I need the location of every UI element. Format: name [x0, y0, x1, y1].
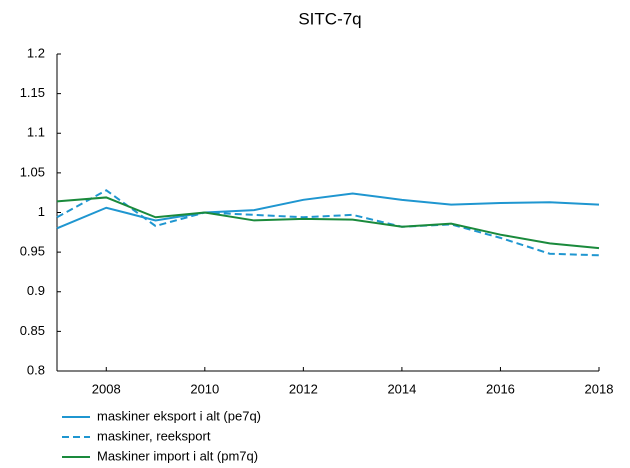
legend-label: maskiner eksport i alt (pe7q)	[97, 408, 261, 423]
x-tick-label: 2014	[387, 381, 416, 396]
x-tick-label: 2018	[585, 381, 614, 396]
series-line	[56, 192, 600, 230]
series-line	[56, 196, 600, 250]
x-tick-label: 2008	[92, 381, 121, 396]
legend-label: maskiner, reeksport	[97, 428, 211, 443]
y-tick-label: 1.05	[20, 164, 45, 179]
legend-label: Maskiner import i alt (pm7q)	[97, 448, 258, 463]
x-tick-label: 2016	[486, 381, 515, 396]
series-line	[56, 189, 600, 257]
x-tick-label: 2010	[190, 381, 219, 396]
x-tick-label: 2012	[289, 381, 318, 396]
y-tick-label: 1.1	[27, 125, 45, 140]
y-tick-label: 1.15	[20, 85, 45, 100]
y-tick-label: 1.2	[27, 45, 45, 60]
y-tick-label: 0.95	[20, 244, 45, 259]
y-tick-label: 0.9	[27, 283, 45, 298]
y-tick-label: 0.8	[27, 362, 45, 377]
y-tick-label: 0.85	[20, 323, 45, 338]
y-tick-label: 1	[38, 204, 45, 219]
chart-title: SITC-7q	[298, 9, 361, 28]
